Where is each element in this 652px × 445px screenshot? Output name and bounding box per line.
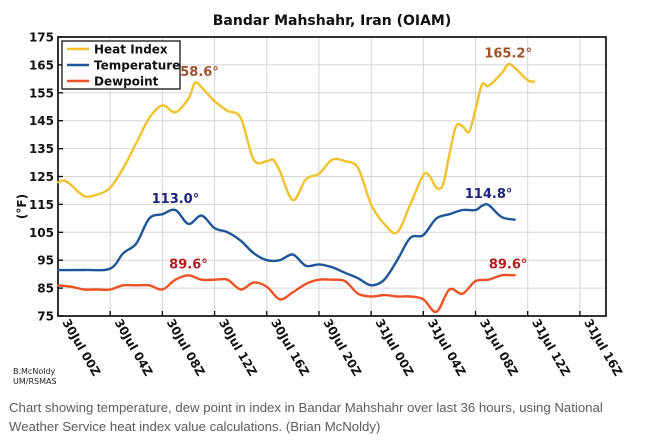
peak-annotation: 158.6° (171, 65, 219, 80)
peak-annotation: 89.6° (489, 257, 528, 272)
y-tick-label: 125 (29, 170, 54, 184)
x-tick-label: 31Jul 04Z (425, 317, 469, 379)
x-tick-label: 31Jul 08Z (477, 317, 521, 379)
y-axis-label: (°F) (15, 194, 29, 219)
y-tick-label: 145 (29, 114, 54, 128)
y-tick-label: 135 (29, 142, 54, 156)
peak-annotation: 165.2° (484, 46, 532, 61)
x-tick-label: 30Jul 16Z (268, 317, 312, 379)
x-tick-label: 30Jul 00Z (59, 317, 103, 379)
legend: Heat Index Temperature Dewpoint (61, 40, 181, 90)
y-tick-label: 165 (29, 58, 54, 72)
y-tick-label: 105 (29, 226, 54, 240)
figure-caption: Chart showing temperature, dew point in … (9, 400, 603, 434)
series-heat-index-line (56, 62, 536, 235)
legend-label: Temperature (94, 59, 180, 73)
peak-annotation: 114.8° (465, 187, 513, 202)
credit-line-1: B.McNoldy (13, 367, 56, 376)
y-tick-label: 95 (37, 254, 54, 268)
credit: B.McNoldy UM/RSMAS (13, 367, 57, 387)
peak-annotation: 113.0° (152, 192, 200, 207)
series-dewpoint-line (56, 273, 516, 314)
chart-title: Bandar Mahshahr, Iran (OIAM) (213, 13, 452, 29)
x-tick-label: 30Jul 12Z (216, 317, 260, 379)
y-tick-label: 75 (37, 310, 54, 324)
y-tick-label: 175 (29, 31, 54, 45)
x-tick-label: 31Jul 12Z (529, 317, 573, 379)
y-tick-label: 155 (29, 86, 54, 100)
x-tick-label: 31Jul 00Z (373, 317, 417, 379)
chart: Bandar Mahshahr, Iran (OIAM) 75 85 95 105 115… (15, 13, 625, 379)
credit-line-2: UM/RSMAS (13, 377, 57, 386)
x-tick-label: 30Jul 04Z (112, 317, 156, 379)
x-tick-label: 31Jul 16Z (581, 317, 625, 379)
y-tick-label: 85 (37, 282, 54, 296)
x-tick-label: 30Jul 20Z (320, 317, 364, 379)
peak-annotation: 89.6° (169, 257, 208, 272)
y-tick-label: 115 (29, 198, 54, 212)
legend-label: Heat Index (94, 43, 168, 57)
legend-label: Dewpoint (94, 75, 159, 89)
x-tick-label: 30Jul 08Z (164, 317, 208, 379)
series-temperature-line (56, 203, 516, 287)
